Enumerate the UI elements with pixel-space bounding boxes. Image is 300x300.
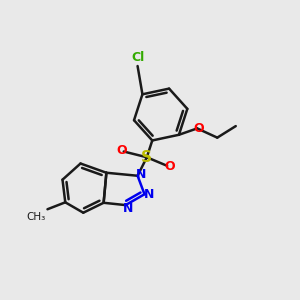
Text: N: N xyxy=(143,188,154,201)
Text: O: O xyxy=(194,122,204,135)
Text: O: O xyxy=(165,160,175,173)
Text: Cl: Cl xyxy=(131,51,144,64)
Text: N: N xyxy=(136,168,146,181)
Text: CH₃: CH₃ xyxy=(26,212,46,222)
Text: S: S xyxy=(141,150,152,165)
Text: O: O xyxy=(116,144,127,157)
Text: N: N xyxy=(123,202,133,215)
